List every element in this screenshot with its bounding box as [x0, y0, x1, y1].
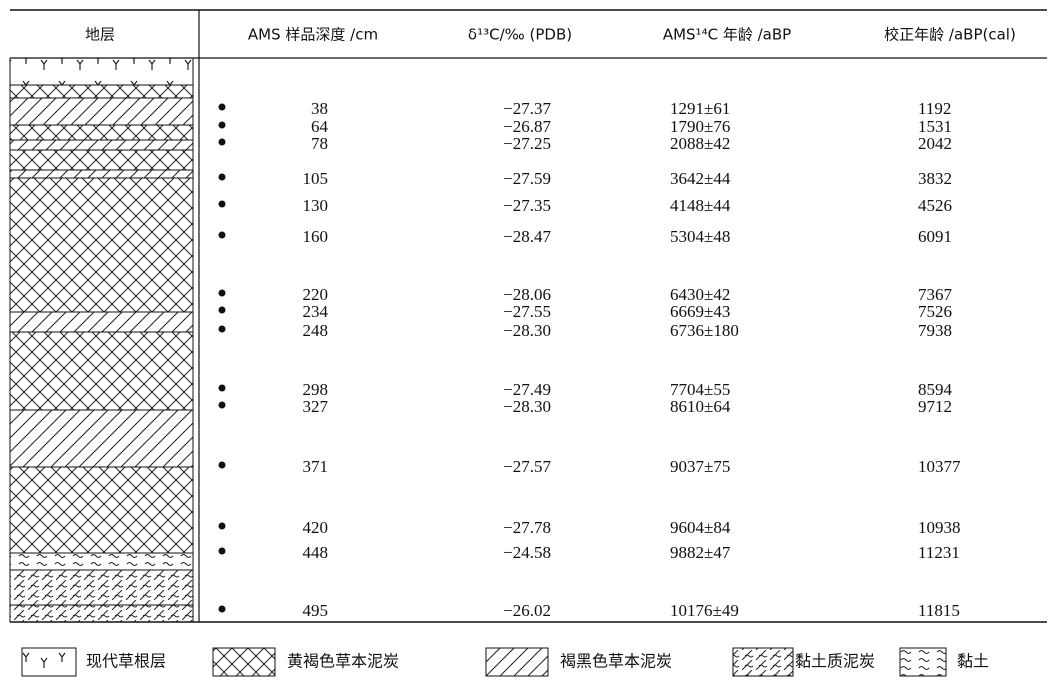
- table-cell: −27.55: [503, 302, 551, 321]
- legend-label: 褐黑色草本泥炭: [560, 652, 672, 671]
- table-cell: 371: [303, 457, 329, 476]
- sample-dot: [219, 548, 226, 555]
- table-cell: −27.78: [503, 518, 551, 537]
- table-cell: 5304±48: [670, 227, 730, 246]
- sample-dot: [219, 201, 226, 208]
- table-cell: −27.57: [503, 457, 551, 476]
- table-cell: 9604±84: [670, 518, 731, 537]
- table-cell: 9037±75: [670, 457, 730, 476]
- table-cell: −27.59: [503, 169, 551, 188]
- sample-dot: [219, 104, 226, 111]
- legend-label: 黏土质泥炭: [795, 652, 875, 671]
- sample-dot: [219, 402, 226, 409]
- sample-dot: [219, 139, 226, 146]
- table-cell: 10176±49: [670, 601, 739, 620]
- table-cell: 160: [303, 227, 329, 246]
- legend-label: 黄褐色草本泥炭: [287, 652, 399, 671]
- table-cell: 130: [303, 196, 329, 215]
- sample-dot: [219, 122, 226, 129]
- table-cell: 105: [303, 169, 329, 188]
- table-cell: 327: [303, 397, 329, 416]
- table-cell: 6091: [918, 227, 952, 246]
- table-cell: −26.02: [503, 601, 551, 620]
- sample-dot: [219, 174, 226, 181]
- table-cell: 2088±42: [670, 134, 730, 153]
- table-cell: 11815: [918, 601, 960, 620]
- table-cell: 8610±64: [670, 397, 731, 416]
- table-cell: 38: [311, 99, 328, 118]
- header-cell: AMS¹⁴C 年龄 /aBP: [663, 26, 791, 44]
- table-cell: 234: [303, 302, 329, 321]
- table-cell: 1291±61: [670, 99, 730, 118]
- table-cell: 3832: [918, 169, 952, 188]
- table-cell: −27.35: [503, 196, 551, 215]
- table-cell: 7526: [918, 302, 952, 321]
- table-cell: 420: [303, 518, 329, 537]
- sample-dot: [219, 232, 226, 239]
- sample-dot: [219, 290, 226, 297]
- table-cell: 9712: [918, 397, 952, 416]
- sample-dot: [219, 606, 226, 613]
- legend-label: 现代草根层: [86, 652, 166, 671]
- header-cell: 校正年龄 /aBP(cal): [884, 26, 1016, 44]
- table-figure: 现代草根层 黄褐色草本泥炭 褐黑色草本泥炭 黏土质泥炭 黏土 地层 AMS 样品深…: [0, 0, 1057, 682]
- table-cell: 3642±44: [670, 169, 731, 188]
- table-cell: 2042: [918, 134, 952, 153]
- sample-dot: [219, 385, 226, 392]
- header-cell: δ¹³C/‰ (PDB): [468, 26, 572, 44]
- strata-column: [10, 58, 193, 622]
- table-cell: 7938: [918, 321, 952, 340]
- table-cell: 248: [303, 321, 329, 340]
- table-cell: 4148±44: [670, 196, 731, 215]
- sample-dot: [219, 326, 226, 333]
- table-cell: −27.25: [503, 134, 551, 153]
- sample-dot: [219, 307, 226, 314]
- table-cell: 6736±180: [670, 321, 739, 340]
- table-cell: −28.47: [503, 227, 551, 246]
- table-cell: −24.58: [503, 543, 551, 562]
- table-cell: −28.30: [503, 397, 551, 416]
- table-cell: 9882±47: [670, 543, 731, 562]
- sample-dot: [219, 462, 226, 469]
- table-cell: 1192: [918, 99, 951, 118]
- table-cell: 495: [303, 601, 329, 620]
- table-cell: 4526: [918, 196, 952, 215]
- table-cell: 78: [311, 134, 328, 153]
- sample-dot: [219, 523, 226, 530]
- table-cell: 10938: [918, 518, 961, 537]
- table-cell: 448: [303, 543, 329, 562]
- table-cell: −27.37: [503, 99, 551, 118]
- legend-label: 黏土: [957, 652, 989, 671]
- table-cell: 11231: [918, 543, 960, 562]
- table-cell: 6669±43: [670, 302, 730, 321]
- header-cell: 地层: [85, 26, 115, 44]
- table-cell: −28.30: [503, 321, 551, 340]
- table-cell: 10377: [918, 457, 961, 476]
- header-cell: AMS 样品深度 /cm: [248, 26, 378, 44]
